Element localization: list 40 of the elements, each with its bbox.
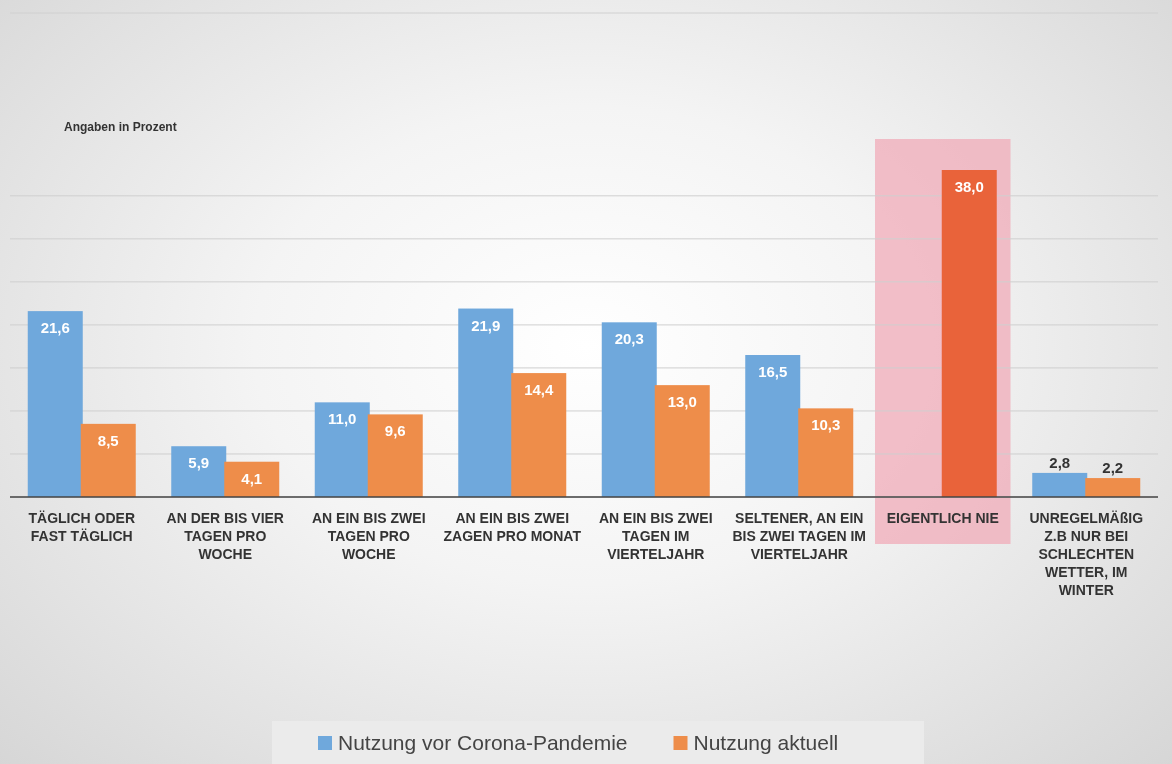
data-label: 21,9	[471, 316, 501, 334]
x-tick-label: AN EIN BIS ZWEI TAGEN PRO WOCHE	[311, 510, 426, 562]
bar	[367, 414, 423, 497]
bar	[171, 446, 227, 497]
x-tick-label: EIGENTLICH NIE	[886, 510, 999, 526]
data-label: 16,5	[758, 363, 788, 381]
x-tick-label: TÄGLICH ODER FAST TÄGLICH	[28, 510, 136, 544]
bar	[80, 423, 136, 497]
data-label: 2,2	[1102, 459, 1124, 477]
bar	[654, 385, 710, 497]
data-label: 4,1	[241, 469, 263, 487]
bar	[1085, 478, 1141, 497]
bar	[314, 402, 370, 497]
x-tick-label: AN DER BIS VIER TAGEN PRO WOCHE	[166, 510, 284, 562]
data-label: 13,0	[667, 393, 697, 411]
data-label: 21,6	[40, 319, 70, 337]
data-label: 14,4	[524, 381, 554, 399]
legend-label: Nutzung aktuell	[693, 731, 839, 754]
bar	[798, 408, 854, 497]
bar	[1032, 472, 1088, 497]
legend-label: Nutzung vor Corona-Pandemie	[338, 731, 628, 754]
data-label: 11,0	[328, 410, 357, 428]
data-label: 5,9	[188, 454, 210, 472]
x-tick-label: AN EIN BIS ZWEI ZAGEN PRO MONAT	[443, 510, 582, 544]
data-label: 10,3	[811, 416, 841, 434]
text: Angaben in Prozent	[64, 120, 177, 134]
bar	[745, 355, 801, 497]
x-tick-label: AN EIN BIS ZWEI TAGEN IM VIERTELJAHR	[598, 510, 713, 562]
bar	[458, 308, 514, 497]
data-label: 38,0	[954, 178, 984, 195]
bar	[224, 461, 280, 497]
data-label: 9,6	[384, 422, 406, 440]
data-label: 8,5	[97, 431, 119, 449]
x-tick-label: SELTENER, AN EIN BIS ZWEI TAGEN IM VIERTELJAHR	[732, 510, 867, 562]
x-tick-label: UNREGELMÄßIG Z.B NUR BEI SCHLECHTEN WETTER, IM WINTER	[1029, 510, 1144, 598]
data-label: 20,3	[614, 330, 644, 348]
bar	[601, 322, 657, 497]
data-label: 2,8	[1049, 453, 1071, 471]
bar	[27, 311, 83, 497]
bar	[511, 373, 567, 497]
